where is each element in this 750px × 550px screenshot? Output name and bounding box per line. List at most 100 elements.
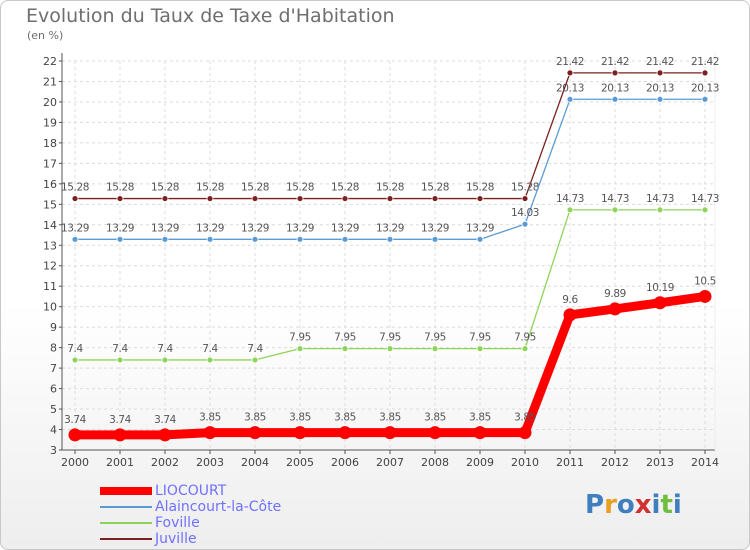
y-tick-label: 6	[50, 383, 57, 396]
logo-letter: t	[660, 490, 673, 520]
y-tick-label: 3	[50, 444, 57, 457]
y-tick-label: 17	[43, 157, 57, 170]
data-point	[116, 356, 124, 364]
data-point	[611, 69, 619, 77]
data-point	[161, 235, 169, 243]
data-label: 14.73	[691, 193, 719, 205]
y-tick-label: 13	[43, 239, 57, 252]
data-label: 13.29	[61, 222, 89, 234]
data-point	[431, 345, 439, 353]
y-tick-label: 12	[43, 260, 57, 273]
data-point	[71, 235, 79, 243]
data-label: 7.4	[112, 343, 128, 355]
data-point	[518, 426, 532, 440]
y-tick-label: 9	[50, 321, 57, 334]
data-label: 3.85	[289, 412, 311, 424]
data-label: 3.85	[379, 412, 401, 424]
data-point	[383, 426, 397, 440]
data-label: 14.73	[646, 193, 674, 205]
data-point	[521, 345, 529, 353]
data-point	[608, 302, 622, 316]
data-label: 9.6	[562, 294, 578, 306]
data-label: 10.5	[694, 275, 716, 287]
data-point	[386, 345, 394, 353]
data-label: 9.89	[604, 288, 626, 300]
y-tick-label: 20	[43, 96, 57, 109]
data-point	[431, 195, 439, 202]
x-tick-label: 2004	[241, 456, 269, 469]
y-axis-unit: (en %)	[27, 29, 64, 42]
data-point	[473, 426, 487, 440]
data-point	[386, 195, 394, 202]
x-tick-label: 2001	[106, 456, 134, 469]
data-point	[476, 235, 484, 243]
data-label: 3.85	[334, 412, 356, 424]
legend-label-alaincourt: Alaincourt-la-Côte	[155, 499, 282, 515]
data-label: 15.28	[466, 182, 494, 194]
x-tick-label: 2005	[286, 456, 314, 469]
logo-letter: P	[585, 490, 605, 520]
data-label: 13.29	[421, 222, 449, 234]
data-point	[428, 426, 442, 440]
data-label: 7.95	[514, 332, 536, 344]
data-label: 13.29	[241, 222, 269, 234]
data-label: 7.4	[157, 343, 173, 355]
data-point	[563, 308, 577, 322]
data-point	[206, 195, 214, 202]
data-point	[566, 69, 574, 77]
x-tick-label: 2014	[691, 456, 719, 469]
data-label: 7.95	[424, 332, 446, 344]
data-label: 14.73	[601, 193, 629, 205]
data-point	[113, 428, 127, 442]
legend-swatch-juville	[100, 538, 152, 540]
data-point	[206, 235, 214, 243]
data-point	[566, 95, 574, 103]
y-tick-label: 18	[43, 137, 57, 150]
data-point	[296, 195, 304, 202]
proxiti-logo[interactable]: Proxiti	[585, 490, 682, 520]
data-label: 13.29	[286, 222, 314, 234]
data-label: 21.42	[556, 56, 584, 68]
data-point	[71, 195, 79, 202]
y-tick-label: 15	[43, 198, 57, 211]
data-label: 3.85	[424, 412, 446, 424]
legend-label-juville: Juville	[155, 531, 197, 547]
logo-letter: i	[672, 490, 682, 520]
data-label: 21.42	[646, 56, 674, 68]
data-label: 3.85	[244, 412, 266, 424]
data-point	[206, 356, 214, 364]
data-point	[251, 195, 259, 202]
data-point	[431, 235, 439, 243]
x-tick-label: 2010	[511, 456, 539, 469]
data-point	[248, 426, 262, 440]
data-label: 3.74	[109, 414, 131, 426]
x-tick-label: 2000	[61, 456, 89, 469]
data-label: 7.95	[469, 332, 491, 344]
data-label: 3.74	[154, 414, 176, 426]
data-label: 13.29	[151, 222, 179, 234]
data-point	[161, 195, 169, 202]
data-point	[611, 95, 619, 103]
data-label: 15.28	[61, 182, 89, 194]
data-point	[116, 235, 124, 243]
data-label: 15.28	[376, 182, 404, 194]
data-label: 13.29	[376, 222, 404, 234]
data-point	[476, 345, 484, 353]
data-point	[476, 195, 484, 202]
x-tick-label: 2011	[556, 456, 584, 469]
data-point	[701, 69, 709, 77]
data-label: 15.28	[106, 182, 134, 194]
data-label: 3.85	[514, 412, 536, 424]
y-tick-label: 5	[50, 403, 57, 416]
data-point	[251, 356, 259, 364]
data-label: 15.28	[286, 182, 314, 194]
data-label: 21.42	[691, 56, 719, 68]
x-tick-label: 2012	[601, 456, 629, 469]
data-point	[656, 95, 664, 103]
data-label: 7.4	[202, 343, 218, 355]
data-point	[296, 235, 304, 243]
data-label: 7.95	[379, 332, 401, 344]
data-label: 20.13	[646, 82, 674, 94]
chart-title: Evolution du Taux de Taxe d'Habitation	[26, 5, 395, 27]
